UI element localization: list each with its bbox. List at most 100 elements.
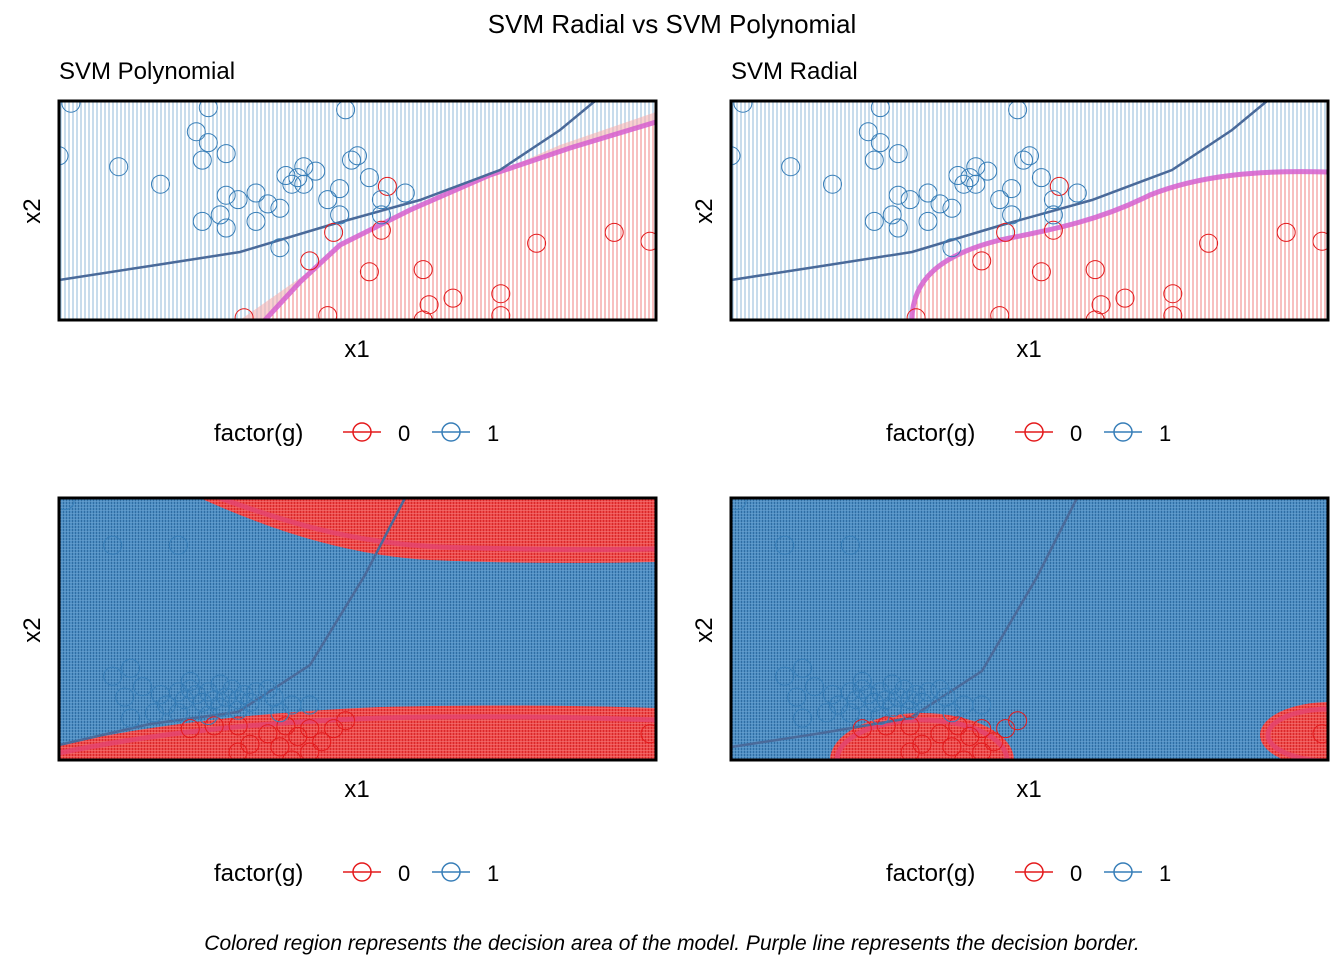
data-point-class-1 bbox=[817, 703, 836, 723]
data-point-class-1 bbox=[186, 685, 206, 704]
data-point-class-1 bbox=[210, 205, 230, 225]
data-point-class-1 bbox=[121, 708, 141, 728]
data-point-class-0 bbox=[948, 716, 968, 736]
data-point-class-0 bbox=[258, 724, 278, 744]
data-point-class-1 bbox=[270, 198, 290, 218]
data-point-class-1 bbox=[960, 168, 980, 188]
data-point-class-1 bbox=[258, 679, 278, 699]
data-point-class-0 bbox=[1276, 222, 1296, 242]
data-point-class-1 bbox=[864, 211, 884, 231]
legend-label-0: 0 bbox=[398, 421, 410, 446]
data-point-class-0 bbox=[300, 719, 320, 739]
data-point-class-1 bbox=[972, 695, 992, 715]
x-axis-label: x1 bbox=[1016, 336, 1041, 363]
data-point-class-0 bbox=[324, 222, 344, 242]
data-point-class-1 bbox=[103, 666, 123, 686]
legend-key-0-icon bbox=[352, 862, 372, 882]
data-point-class-1 bbox=[145, 703, 164, 723]
data-point-class-1 bbox=[1014, 150, 1033, 170]
data-point-class-1 bbox=[282, 174, 302, 194]
data-point-class-0 bbox=[413, 310, 433, 320]
class-0-region bbox=[1260, 702, 1328, 760]
data-point-class-0 bbox=[960, 726, 980, 746]
data-point-class-0 bbox=[900, 742, 920, 760]
data-point-class-1 bbox=[121, 658, 141, 678]
data-point-class-1 bbox=[1002, 179, 1022, 199]
data-point-class-0 bbox=[413, 260, 433, 280]
decision-border-line bbox=[219, 498, 656, 553]
data-point-class-1 bbox=[858, 122, 878, 142]
legend-key-0-icon bbox=[1024, 862, 1044, 882]
data-point-class-1 bbox=[371, 190, 391, 210]
data-point-class-0 bbox=[491, 284, 511, 304]
figure-caption: Colored region represents the decision a… bbox=[204, 932, 1139, 955]
data-point-class-1 bbox=[870, 133, 890, 153]
class-0-region bbox=[912, 171, 1328, 320]
data-point-class-1 bbox=[151, 174, 170, 194]
data-point-class-1 bbox=[793, 708, 813, 728]
data-point-class-1 bbox=[793, 658, 813, 678]
data-point-class-0 bbox=[954, 750, 974, 760]
data-point-class-0 bbox=[204, 716, 224, 736]
y-axis-label: x2 bbox=[691, 198, 718, 223]
data-point-class-1 bbox=[198, 706, 218, 725]
legend-key-1-icon bbox=[1113, 422, 1133, 442]
data-point-class-1 bbox=[359, 168, 379, 188]
figure-title: SVM Radial vs SVM Polynomial bbox=[488, 9, 856, 39]
data-point-class-1 bbox=[246, 682, 266, 702]
data-point-class-1 bbox=[216, 144, 236, 164]
data-point-class-0 bbox=[1115, 288, 1135, 308]
data-point-class-1 bbox=[228, 190, 248, 210]
legend-key-1-icon bbox=[441, 422, 461, 442]
data-point-class-1 bbox=[805, 677, 825, 697]
data-point-class-0 bbox=[377, 176, 397, 196]
data-point-class-1 bbox=[870, 101, 890, 118]
class-1-region bbox=[731, 498, 1328, 760]
data-point-class-1 bbox=[109, 157, 129, 177]
data-point-class-1 bbox=[888, 185, 908, 205]
data-point-class-0 bbox=[234, 308, 254, 320]
data-point-class-0 bbox=[228, 716, 248, 736]
data-point-class-1 bbox=[192, 150, 212, 170]
data-point-class-0 bbox=[912, 734, 932, 754]
data-point-class-1 bbox=[864, 150, 884, 170]
decision-border-line bbox=[834, 717, 1010, 760]
data-point-class-1 bbox=[216, 218, 236, 238]
data-point-class-0 bbox=[276, 716, 296, 736]
data-point-class-0 bbox=[180, 719, 200, 739]
data-point-class-1 bbox=[829, 695, 848, 715]
data-point-class-1 bbox=[912, 692, 932, 712]
data-point-class-1 bbox=[954, 174, 974, 194]
data-point-class-1 bbox=[1020, 146, 1039, 166]
data-point-class-0 bbox=[972, 719, 992, 739]
legend-key-1-icon bbox=[1113, 862, 1133, 882]
data-point-class-1 bbox=[240, 692, 260, 712]
x-axis-label: x1 bbox=[1016, 776, 1041, 803]
data-point-class-1 bbox=[1043, 205, 1063, 225]
data-point-class-1 bbox=[858, 685, 878, 704]
data-point-class-0 bbox=[942, 737, 962, 757]
data-point-class-0 bbox=[1049, 176, 1069, 196]
data-point-class-1 bbox=[198, 101, 218, 118]
legend-title: factor(g) bbox=[886, 420, 975, 447]
panel-title: SVM Radial bbox=[731, 58, 858, 85]
panel-frame bbox=[729, 99, 1330, 322]
data-point-class-0 bbox=[900, 716, 920, 736]
data-point-class-0 bbox=[996, 222, 1016, 242]
legend-label-1: 1 bbox=[487, 861, 499, 886]
y-axis-label: x2 bbox=[691, 617, 718, 642]
data-point-class-1 bbox=[210, 674, 230, 694]
data-point-class-1 bbox=[246, 183, 266, 203]
data-point-class-1 bbox=[306, 161, 326, 181]
data-point-class-1 bbox=[192, 211, 212, 231]
data-point-class-0 bbox=[604, 222, 624, 242]
data-point-class-1 bbox=[894, 679, 914, 699]
data-point-class-1 bbox=[731, 498, 747, 511]
panel-frame bbox=[57, 496, 658, 762]
data-point-class-1 bbox=[942, 198, 962, 218]
data-point-class-0 bbox=[972, 251, 992, 271]
data-point-class-0 bbox=[1163, 306, 1183, 320]
data-point-class-1 bbox=[1002, 205, 1022, 225]
data-point-class-1 bbox=[61, 101, 81, 113]
